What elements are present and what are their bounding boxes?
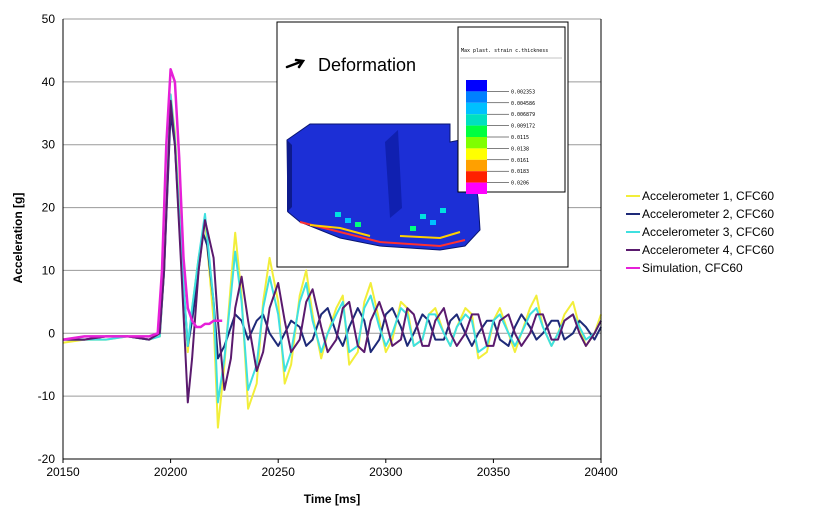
y-tick-label: 10 <box>42 263 56 277</box>
legend-entry: Accelerometer 1, CFC60 <box>642 189 774 203</box>
inset-title: Deformation <box>318 55 416 75</box>
colorbar-label: 0.0206 <box>511 181 529 187</box>
series-layer <box>62 68 602 429</box>
colorbar-swatch <box>466 171 487 183</box>
x-tick-label: 20400 <box>584 465 618 479</box>
x-tick-label: 20300 <box>369 465 403 479</box>
colorbar-label: 0.0138 <box>511 146 529 152</box>
x-tick-label: 20350 <box>477 465 511 479</box>
colorbar-label: 0.009172 <box>511 124 535 130</box>
series-line-4 <box>63 99 602 404</box>
colorbar-swatch <box>466 80 487 92</box>
colorbar-title: Max plast. strain c.thickness <box>461 48 548 54</box>
colorbar-swatch <box>466 91 487 103</box>
x-tick-label: 20200 <box>154 465 188 479</box>
x-tick-label: 20250 <box>262 465 296 479</box>
series-line-5 <box>62 68 223 341</box>
axes <box>62 19 602 463</box>
colorbar-swatch <box>466 114 487 126</box>
arrow-icon <box>285 58 306 69</box>
x-tick-label: 20150 <box>46 465 80 479</box>
colorbar-swatch <box>466 102 487 115</box>
colorbar-label: 0.0183 <box>511 169 529 175</box>
colorbar-swatch <box>466 125 487 137</box>
y-axis-title: Acceleration [g] <box>11 193 25 284</box>
colorbar-swatch <box>466 159 487 172</box>
legend-entry: Accelerometer 3, CFC60 <box>642 225 774 239</box>
deformed-structure-image <box>286 123 481 251</box>
y-tick-label: -20 <box>38 452 56 466</box>
colorbar-label: 0.0115 <box>511 135 529 141</box>
legend-entry: Accelerometer 4, CFC60 <box>642 243 774 257</box>
colorbar-swatch <box>466 182 487 194</box>
legend-entry: Accelerometer 2, CFC60 <box>642 207 774 221</box>
y-tick-label: 50 <box>42 12 56 26</box>
colorbar-label: 0.004586 <box>511 101 535 107</box>
y-tick-label: -10 <box>38 389 56 403</box>
legend: Accelerometer 1, CFC60 Accelerometer 2, C… <box>626 189 774 275</box>
y-tick-label: 40 <box>42 75 56 89</box>
x-axis-title: Time [ms] <box>304 492 360 506</box>
legend-entry: Simulation, CFC60 <box>642 261 743 275</box>
colorbar-label: 0.002353 <box>511 89 535 95</box>
colorbar-label: 0.006879 <box>511 112 535 118</box>
colorbar: 0.002353 0.004586 0.006879 0.009172 0.0115 0.… <box>466 80 535 194</box>
y-tick-label: 20 <box>42 201 56 215</box>
colorbar-swatch <box>466 137 487 149</box>
colorbar-label: 0.0161 <box>511 158 529 164</box>
tick-labels: -20 -10 0 10 20 30 40 50 20150 20200 20250 20300 203… <box>38 12 618 479</box>
y-tick-label: 0 <box>48 326 55 340</box>
colorbar-swatch <box>466 148 487 160</box>
y-tick-label: 30 <box>42 138 56 152</box>
deformation-inset: Deformation Max plast. strain c.thicknes… <box>276 21 569 268</box>
